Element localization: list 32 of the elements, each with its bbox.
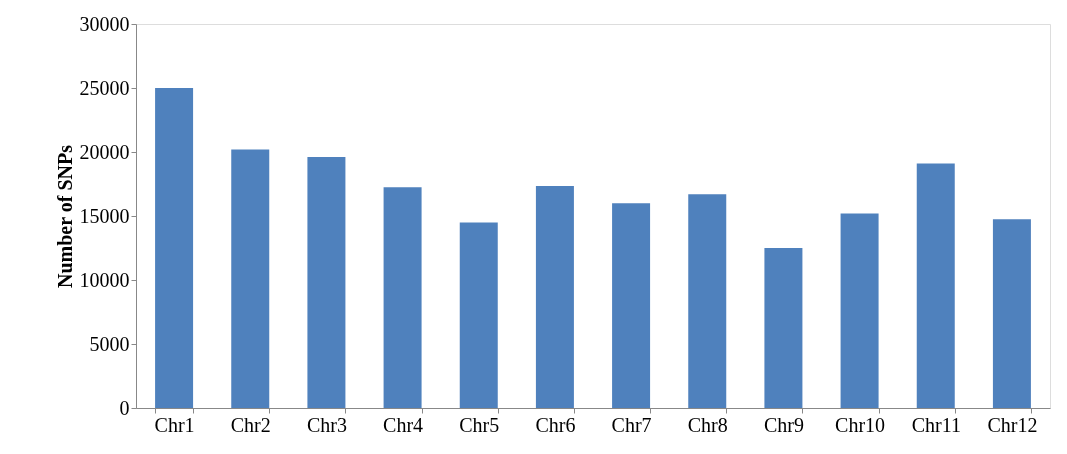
y-tick-label: 10000	[79, 268, 130, 291]
x-tick-label: Chr12	[987, 413, 1038, 436]
y-tick-label: 15000	[79, 204, 130, 227]
x-tick-label: Chr7	[611, 413, 652, 436]
x-tick-label: Chr5	[459, 413, 500, 436]
x-tick-label: Chr10	[835, 413, 886, 436]
bar	[231, 149, 270, 408]
bar	[916, 163, 955, 408]
y-tick-label: 5000	[89, 332, 130, 355]
x-tick-label: Chr1	[154, 413, 195, 436]
x-tick-label: Chr9	[763, 413, 804, 436]
x-tick-label: Chr11	[911, 413, 961, 436]
x-tick-label: Chr3	[306, 413, 347, 436]
x-tick-label: Chr2	[230, 413, 271, 436]
y-axis-title: Number of SNPs	[53, 144, 76, 288]
bar	[535, 185, 574, 408]
bar	[307, 157, 346, 408]
x-tick-label: Chr6	[535, 413, 576, 436]
bar	[688, 194, 727, 408]
y-tick-label: 20000	[79, 140, 130, 163]
y-tick-label: 30000	[79, 12, 130, 35]
bar	[992, 219, 1031, 408]
bar	[155, 88, 194, 408]
bar	[840, 213, 879, 408]
y-tick-label: 25000	[79, 76, 130, 99]
bar	[383, 187, 422, 408]
x-tick-label: Chr8	[687, 413, 728, 436]
y-tick-label: 0	[119, 396, 130, 419]
bar	[612, 203, 651, 408]
bar	[764, 248, 803, 408]
bar	[459, 222, 498, 408]
x-tick-label: Chr4	[383, 413, 424, 436]
